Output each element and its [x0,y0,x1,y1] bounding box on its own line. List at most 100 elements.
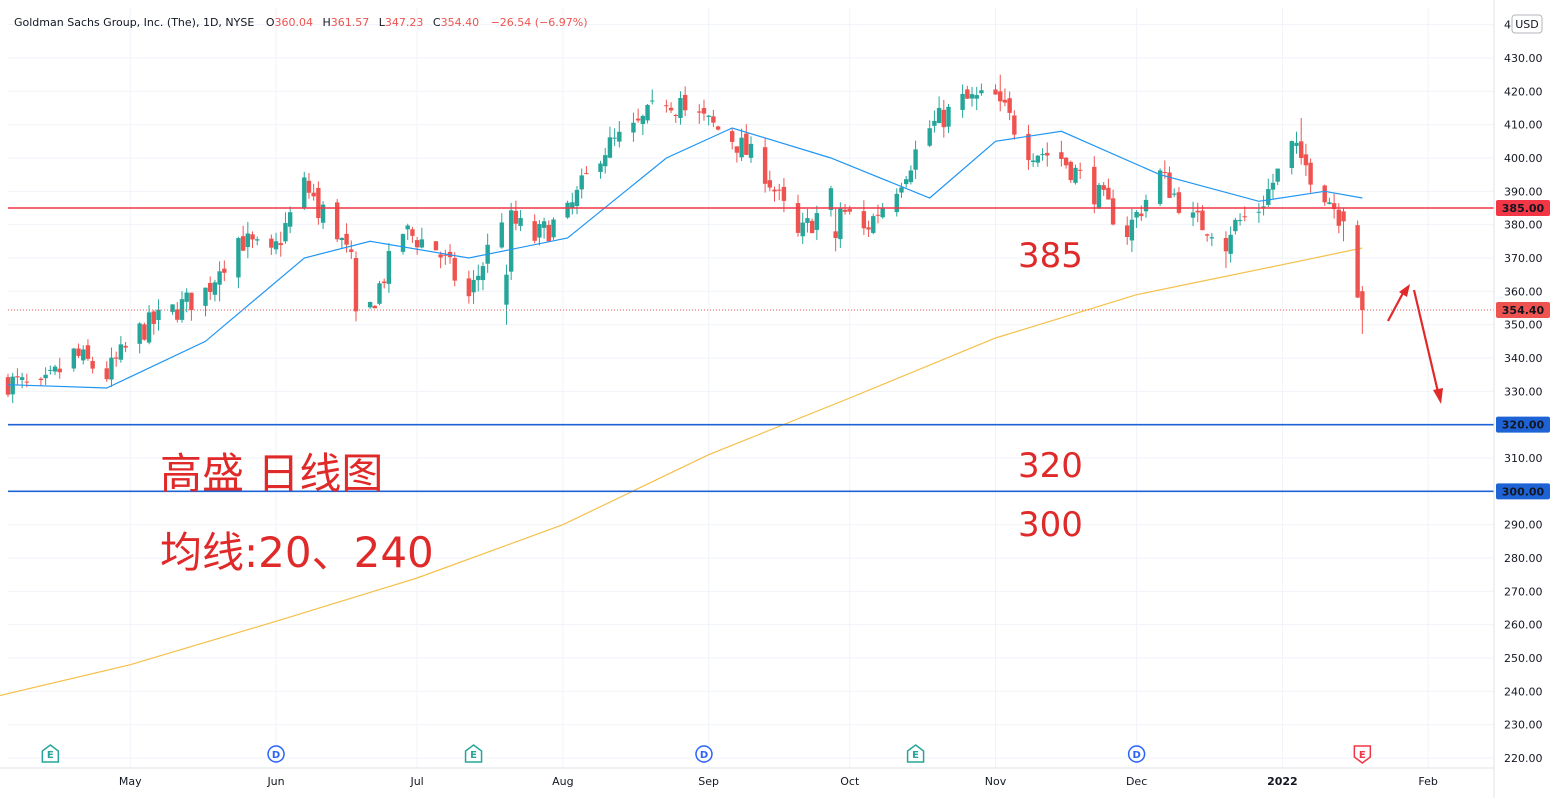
level-tag-385 [1496,200,1550,216]
candle-body [1223,238,1229,252]
candle-body [1237,220,1243,222]
dividend-marker[interactable]: D [695,745,713,763]
candle-body [382,281,387,284]
earnings-badge [464,744,483,763]
level-tag-300 [1496,483,1550,500]
y-tick-label: 400.00 [1504,152,1543,165]
candle-body [960,93,965,110]
candle-body [1275,168,1280,182]
earnings-badge [41,744,60,763]
candle-body [269,238,274,248]
candle-body [640,115,646,124]
candle-body [598,163,603,172]
candle-body [212,282,218,295]
candle-body [734,146,740,153]
candle-body [184,292,189,302]
candle-body [701,108,707,114]
candle-body [866,227,871,230]
candle-body [236,238,241,278]
dividend-marker[interactable]: D [267,745,285,763]
candle-body [645,104,650,121]
candle-body [814,213,820,230]
candle-body [170,304,175,312]
candle-body [1026,133,1031,161]
dividend-badge [267,745,285,763]
candle-body [203,287,208,306]
candle-body [1059,152,1064,160]
candle-body [287,212,293,227]
candle-body [85,345,91,359]
y-tick-label: 430.00 [1504,52,1543,65]
candle-body [344,233,349,245]
candle-body [635,118,641,121]
event-label: D [700,750,708,761]
candle-body [1298,141,1304,158]
candle-body [311,192,316,197]
x-tick-label: 2022 [1267,775,1298,788]
level-tag-label: 300.00 [1502,485,1545,498]
dividend-marker[interactable]: D [1127,745,1146,763]
candle-body [762,147,768,184]
candle-body [612,137,617,139]
time-axis[interactable]: May Jun Jul Aug Sep Oct Nov Dec 2022 Feb [0,767,1494,788]
candle-body [306,180,312,193]
candle-body [1063,157,1069,166]
earnings-marker[interactable]: E [464,744,483,763]
candle-body [1096,184,1102,209]
candle-body [546,224,551,242]
candle-body [1204,234,1210,236]
earnings-marker[interactable]: E [906,744,925,763]
candle-body [1256,211,1262,213]
candle-body [81,349,86,361]
candle-body [1172,193,1177,195]
candle-body [579,175,584,190]
candle-body [1303,154,1309,166]
high-value: 361.57 [331,16,370,29]
candle-body [847,209,852,212]
candle-body [480,266,486,281]
candle-body [48,369,53,371]
earnings-upcoming-badge [1353,745,1372,764]
candle-body [838,208,843,240]
x-tick-label: Feb [1418,775,1437,788]
ma20-layer [7,127,1363,389]
candle-body [1289,141,1294,168]
low-label: L [379,16,386,29]
earnings-marker[interactable]: E [41,744,60,763]
price-axis[interactable]: 220.00 230.00 240.00 250.00 260.00 270.00 280.… [1493,0,1556,798]
candle-body [278,243,283,246]
candle-body [1068,161,1073,181]
earnings-upcoming-marker[interactable]: E [1353,745,1372,764]
candle-body [377,283,382,304]
candle-body [805,218,810,223]
candle-body [993,89,998,95]
candle-body [1167,172,1172,198]
drawn-arrows [1387,284,1443,404]
candle-body [1077,169,1083,171]
candle-body [1045,152,1050,156]
x-tick-label: Nov [985,775,1007,788]
candle-body [833,231,838,238]
y-tick-label: 310.00 [1504,452,1543,465]
change-value: −26.54 (−6.97%) [491,16,588,29]
candle-body [71,348,77,369]
event-label: D [272,750,280,761]
currency-badge[interactable]: USD [1511,14,1543,34]
candle-body [118,344,124,360]
candle-body [189,292,194,311]
candle-body [574,189,580,206]
candle-body [729,131,735,142]
candle-body [443,254,448,256]
candle-body [1134,211,1139,218]
candle-body [349,249,354,252]
candle-body [974,95,979,99]
candle-body [777,189,782,191]
candle-body [255,239,260,241]
candle-body [123,345,128,348]
arrow-down-stroke [1412,289,1440,393]
candle-body [1073,167,1078,183]
candle-body [551,219,556,238]
last-price-label: 354.40 [1502,304,1545,317]
x-tick-label: Aug [552,775,573,788]
